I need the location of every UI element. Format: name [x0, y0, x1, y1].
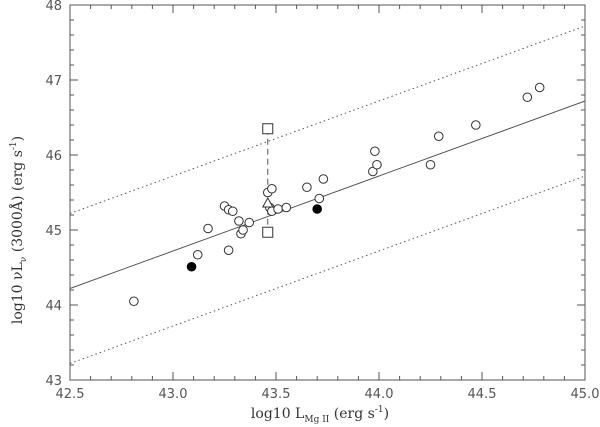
ticks-layer: 42.5 43.0 43.5 44.0 44.5 45.0 43 44 45 46 47 48	[45, 0, 599, 402]
filled-circle-point	[186, 261, 197, 272]
open-triangle-point	[261, 196, 274, 208]
open-circle-point	[244, 217, 255, 228]
open-circle-point	[267, 183, 277, 194]
open-circle-point	[238, 225, 248, 235]
open-circle-point	[192, 249, 203, 260]
y-tick-label: 47	[45, 74, 62, 89]
plot-frame	[69, 4, 586, 381]
y-tick-label: 46	[45, 149, 62, 164]
y-tick-label: 48	[45, 0, 62, 14]
open-circle-point	[471, 120, 481, 130]
open-circle-point	[318, 174, 329, 184]
y-tick-label: 44	[45, 299, 62, 314]
plot-layer	[69, 4, 586, 381]
open-circle-point	[534, 82, 545, 93]
open-square-point	[262, 226, 274, 238]
open-circle-point	[370, 146, 380, 157]
open-circle-point	[281, 202, 292, 213]
open-circle-point	[522, 92, 533, 103]
fit-line	[69, 100, 586, 289]
x-tick-label: 43.5	[262, 387, 291, 402]
filled-circle-point	[312, 204, 323, 214]
open-circle-point	[372, 159, 382, 170]
x-axis-label: log10 LMg II (erg s-1)	[251, 405, 389, 425]
x-tick-label: 43.0	[159, 387, 188, 402]
open-circle-point	[314, 193, 325, 204]
scatter-bound-line-1	[69, 25, 586, 214]
y-axis-label: log10 νLν (3000Å) (erg s-1)	[8, 136, 29, 324]
open-circle-point	[203, 223, 213, 234]
open-circle-point	[129, 296, 139, 307]
open-circle-point	[234, 216, 244, 226]
x-tick-label: 44.5	[468, 387, 497, 402]
open-square-point	[262, 123, 274, 135]
open-circle-point	[433, 131, 444, 142]
open-circle-point	[302, 182, 312, 193]
y-tick-label: 43	[45, 374, 62, 389]
marks-layer	[129, 82, 545, 307]
open-circle-point	[425, 159, 436, 170]
scatter-bound-line-2	[69, 175, 586, 364]
x-tick-label: 42.5	[56, 387, 85, 402]
y-tick-label: 45	[45, 224, 62, 239]
open-circle-point	[223, 245, 234, 256]
open-circle-point	[273, 204, 283, 214]
x-tick-label: 44.0	[365, 387, 394, 402]
open-circle-point	[227, 206, 238, 217]
x-tick-label: 45.0	[571, 387, 600, 402]
